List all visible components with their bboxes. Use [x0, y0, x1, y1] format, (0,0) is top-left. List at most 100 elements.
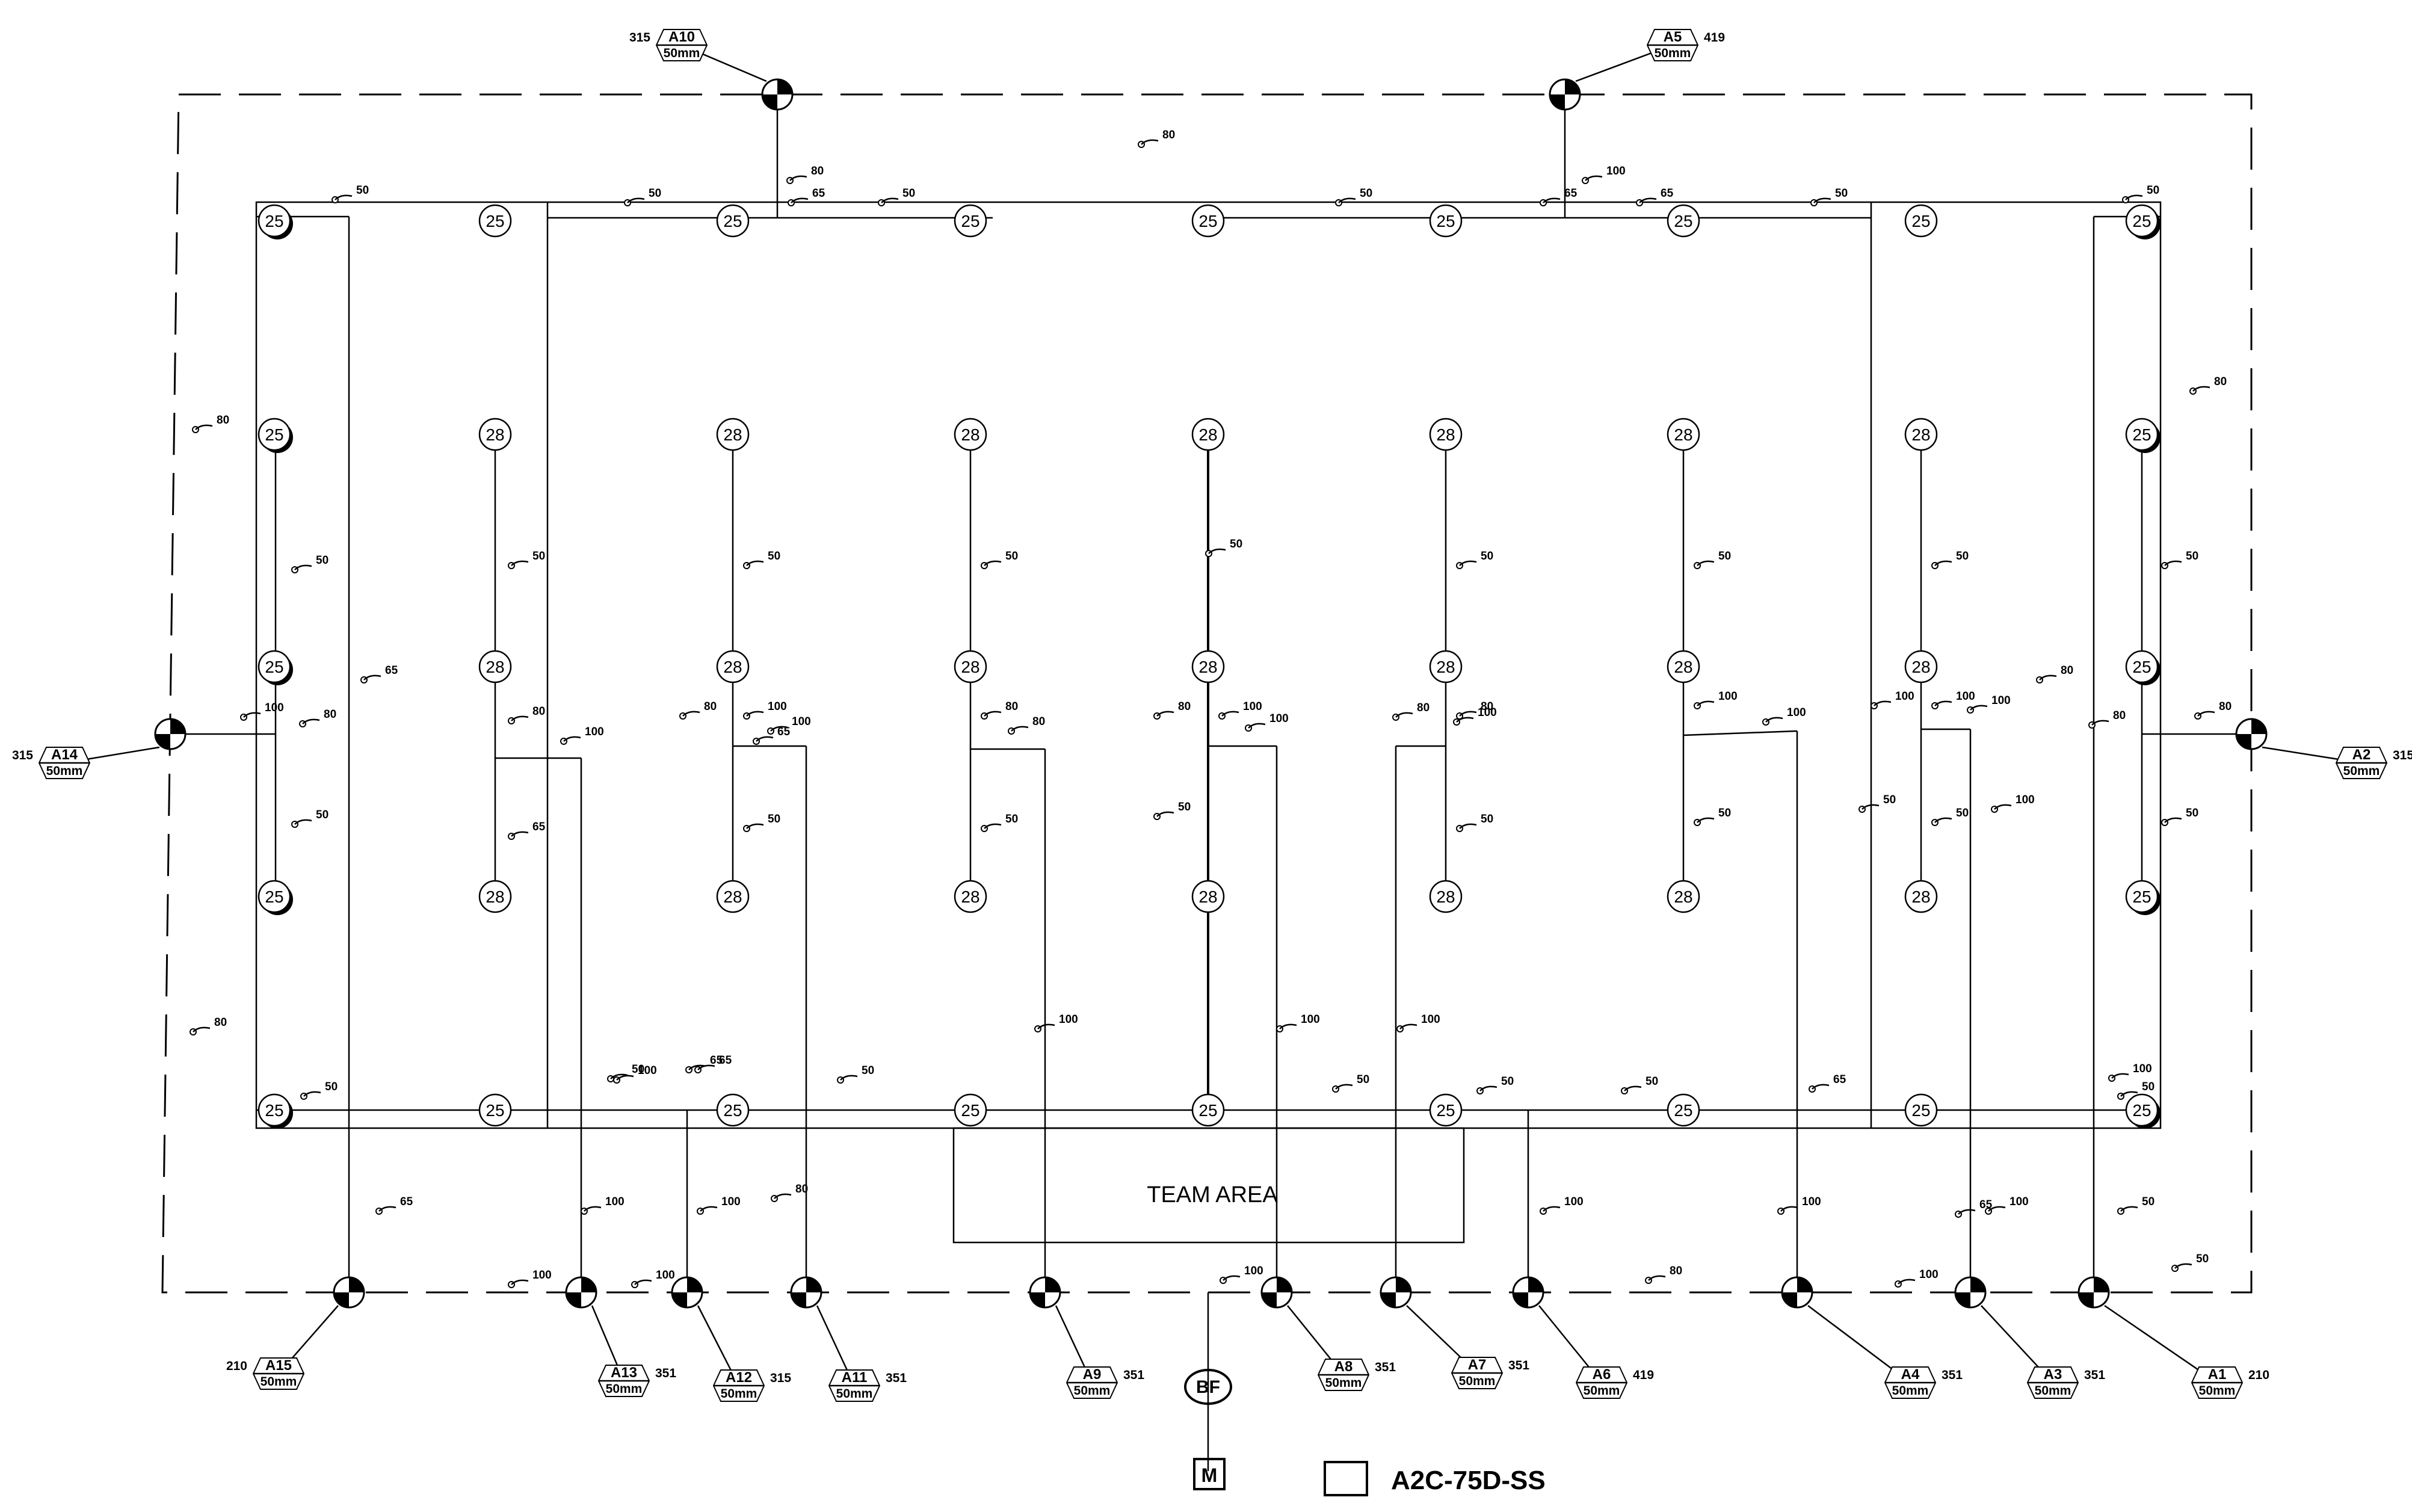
sprinkler-radius: 25 — [1911, 212, 1930, 230]
sprinkler-head: 25 — [1429, 204, 1463, 238]
sprinkler-radius: 25 — [265, 1101, 283, 1120]
svg-text:50: 50 — [1501, 1075, 1514, 1088]
sprinkler-head: 28 — [1904, 418, 1938, 451]
sprinkler-radius: 28 — [1198, 425, 1217, 444]
sprinkler-head: 25 — [1191, 1093, 1225, 1127]
pipe-size-label: 80 — [508, 705, 545, 724]
svg-text:100: 100 — [2009, 1196, 2029, 1208]
svg-text:50: 50 — [862, 1064, 874, 1077]
lateral-lines — [170, 94, 2251, 1471]
svg-text:351: 351 — [1942, 1368, 1963, 1382]
svg-text:80: 80 — [2061, 664, 2073, 677]
pipe-size-label: 100 — [1396, 1013, 1440, 1032]
sprinkler-head: 28 — [1904, 880, 1938, 913]
sprinkler-head: 28 — [954, 418, 987, 451]
pipe-size-label: 65 — [375, 1196, 413, 1215]
svg-text:50: 50 — [1005, 550, 1018, 563]
sprinkler-radius: 28 — [1911, 887, 1930, 906]
svg-text:351: 351 — [1508, 1359, 1529, 1372]
sprinkler-radius: 25 — [1911, 1101, 1930, 1120]
svg-text:50: 50 — [1835, 187, 1848, 200]
svg-text:A6: A6 — [1593, 1366, 1611, 1383]
svg-text:100: 100 — [1301, 1013, 1320, 1026]
svg-text:100: 100 — [1606, 165, 1626, 177]
sprinkler-radius: 28 — [723, 425, 742, 444]
sprinkler-radius: 25 — [265, 887, 283, 906]
svg-text:50mm: 50mm — [2343, 764, 2380, 778]
sprinkler-head: 28 — [478, 650, 512, 683]
sprinkler-head: 25 — [954, 1093, 987, 1127]
svg-text:65: 65 — [385, 664, 398, 677]
pipe-size-label: 100 — [1777, 1196, 1821, 1215]
svg-text:A8: A8 — [1334, 1359, 1353, 1375]
svg-text:A15: A15 — [265, 1357, 292, 1374]
svg-text:65: 65 — [1564, 187, 1578, 200]
sprinkler-head: 28 — [716, 650, 750, 683]
svg-text:65: 65 — [710, 1054, 723, 1067]
sprinkler-head: 25 — [258, 1093, 293, 1129]
sprinkler-head: 25 — [954, 204, 987, 238]
sprinkler-head: 28 — [716, 418, 750, 451]
pipe-size-label: 50 — [508, 550, 545, 569]
pipe-size-label: 100 — [1034, 1013, 1078, 1032]
svg-text:A11: A11 — [842, 1369, 868, 1386]
svg-text:50mm: 50mm — [46, 764, 83, 778]
svg-text:50: 50 — [316, 554, 328, 567]
svg-text:315: 315 — [2393, 748, 2412, 762]
backflow-preventer: BF — [1184, 1369, 1232, 1405]
svg-text:351: 351 — [886, 1371, 907, 1385]
pipe-size-label: 80 — [1645, 1265, 1682, 1284]
sprinkler-radius: 25 — [265, 212, 283, 230]
pipe-size-label: 50 — [332, 184, 369, 203]
sprinkler-radius: 25 — [2132, 1101, 2151, 1120]
pipe-size-label: 80 — [679, 700, 717, 720]
sprinkler-heads: 25 25 25 25 25 25 25 25 25 25 28 28 28 28 28 28 28 25 25 28… — [258, 204, 2161, 1129]
pipe-size-label: 50 — [1456, 813, 1493, 832]
pipe-size-label: 65 — [508, 821, 546, 840]
sprinkler-head: 28 — [1191, 418, 1225, 451]
pipe-size-label: 100 — [1871, 690, 1914, 709]
sprinkler-radius: 28 — [961, 887, 979, 906]
pipe-size-label: 80 — [192, 414, 229, 433]
pipe-size-label: 50 — [1694, 550, 1731, 569]
sprinkler-radius: 25 — [2132, 887, 2151, 906]
svg-text:50: 50 — [632, 1063, 644, 1076]
sprinkler-radius: 25 — [265, 425, 283, 444]
pipe-size-label: 80 — [1138, 129, 1175, 148]
svg-text:50mm: 50mm — [1325, 1376, 1362, 1390]
sprinkler-radius: 25 — [723, 1101, 742, 1120]
pipe-size-label: 65 — [788, 187, 825, 206]
sprinkler-head: 25 — [478, 204, 512, 238]
pipe-size-label: 80 — [2194, 700, 2232, 720]
svg-text:50: 50 — [325, 1081, 338, 1093]
sprinkler-radius: 25 — [1436, 1101, 1455, 1120]
svg-text:100: 100 — [1787, 706, 1806, 719]
pipe-size-labels: 50 50 65 50 50 65 65 50 50 80 100 80 80 80 80 50 50 50 50 5… — [190, 129, 2232, 1288]
sprinkler-radius: 28 — [1198, 887, 1217, 906]
pipe-size-label: 65 — [1809, 1073, 1846, 1093]
svg-text:100: 100 — [1244, 1265, 1263, 1277]
sprinkler-head: 25 — [716, 1093, 750, 1127]
sprinkler-radius: 25 — [2132, 212, 2151, 230]
sprinkler-radius: 25 — [961, 212, 979, 230]
svg-text:65: 65 — [1833, 1073, 1846, 1086]
pipe-size-label: 50 — [1205, 538, 1242, 557]
sprinkler-radius: 25 — [2132, 425, 2151, 444]
svg-text:80: 80 — [2219, 700, 2232, 713]
svg-text:50: 50 — [2196, 1253, 2209, 1265]
svg-text:100: 100 — [1269, 712, 1289, 725]
sprinkler-radius: 25 — [1198, 212, 1217, 230]
pipe-size-label: 50 — [1694, 807, 1731, 826]
svg-text:210: 210 — [226, 1359, 247, 1373]
svg-text:A4: A4 — [1901, 1366, 1920, 1383]
pipe-size-label: 50 — [2117, 1081, 2154, 1100]
svg-text:50mm: 50mm — [1655, 46, 1691, 60]
sprinkler-head: 25 — [1667, 204, 1700, 238]
pipe-size-label: 65 — [685, 1054, 723, 1073]
svg-text:100: 100 — [2133, 1063, 2152, 1075]
pipe-size-label: 100 — [1931, 690, 1975, 709]
pipe-size-label: 100 — [1762, 706, 1806, 726]
